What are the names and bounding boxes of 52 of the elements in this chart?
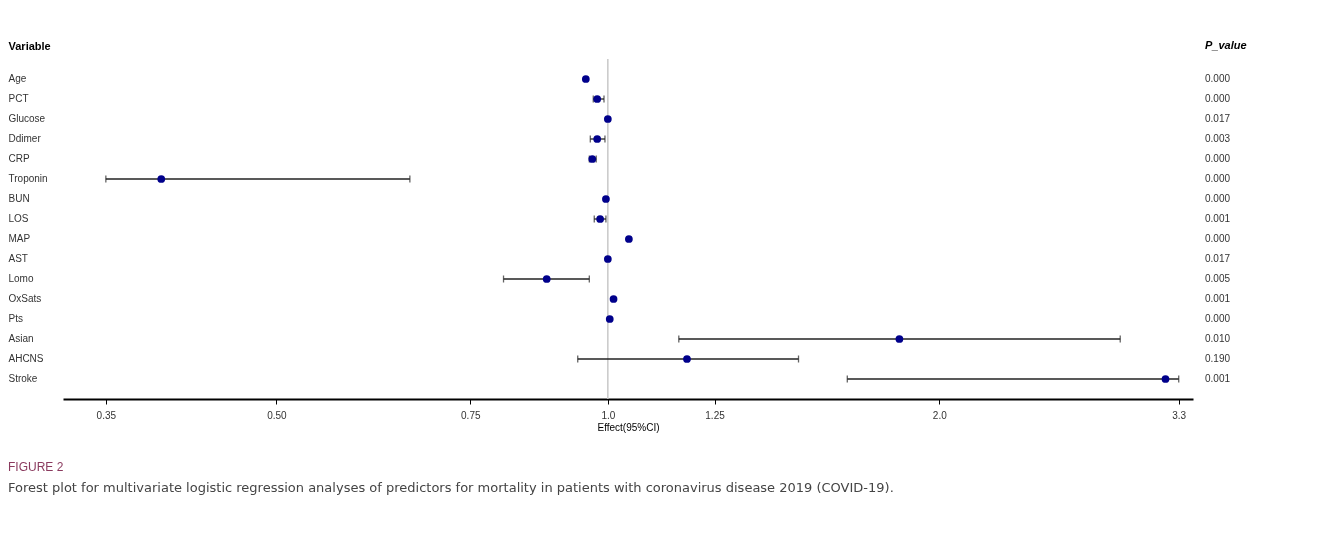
text: 0.001 (1205, 213, 1231, 224)
y-tick-label: OxSats (8, 293, 42, 304)
y-tick-label: BUN (8, 193, 30, 204)
point (603, 255, 612, 263)
point (625, 235, 633, 243)
text: 0.017 (1205, 113, 1231, 124)
y-tick-label: Pts (8, 313, 23, 324)
text: 0.000 (1205, 173, 1231, 184)
text: 0.017 (1205, 253, 1231, 264)
text: 0.000 (1205, 93, 1231, 104)
text: 0.003 (1205, 133, 1231, 144)
x-tick-label: 1.25 (705, 409, 726, 421)
text: 0.000 (1205, 153, 1231, 164)
point (609, 295, 618, 303)
text: FIGURE 2 (8, 460, 64, 474)
x-axis-title: Effect(95%CI) (597, 421, 660, 433)
text: 0.001 (1205, 373, 1231, 384)
y-tick-label: Lomo (8, 273, 34, 284)
point (602, 195, 610, 203)
text: 0.005 (1205, 273, 1231, 284)
y-tick-label: AST (8, 253, 28, 264)
text: 0.010 (1205, 333, 1231, 344)
text: 0.000 (1205, 193, 1231, 204)
x-tick-label: 0.50 (267, 409, 288, 421)
text: 0.000 (1205, 313, 1231, 324)
x-tick-label: 1.0 (601, 409, 616, 421)
y-tick-label: Ddimer (8, 133, 42, 144)
y-tick-label: PCT (8, 93, 29, 104)
y-axis-title: Variable (8, 39, 51, 52)
text: Forest plot for multivariate logistic regression analyses of predictors for mortality in patients with coronavirus disease 2019 (COVID-19). (8, 480, 894, 495)
y-tick-label: AHCNS (8, 353, 44, 364)
text: 0.190 (1205, 353, 1231, 364)
x-tick-label: 0.75 (461, 409, 481, 421)
point (581, 75, 590, 83)
x-tick-label: 3.3 (1172, 409, 1187, 421)
text: 0.000 (1205, 73, 1231, 84)
x-tick-label: 2.0 (932, 409, 948, 421)
y-tick-label: MAP (8, 233, 31, 244)
y-tick-label: LOS (8, 213, 29, 224)
y2-axis-title: P_value (1205, 39, 1247, 51)
point (605, 315, 614, 323)
y-tick-label: Glucose (8, 113, 46, 124)
x-tick-label: 0.35 (96, 409, 117, 421)
text: 0.000 (1205, 233, 1231, 244)
y-tick-label: Asian (8, 333, 34, 344)
y-tick-label: Stroke (8, 373, 38, 384)
y-tick-label: Age (8, 73, 27, 84)
y-tick-label: Troponin (8, 173, 48, 184)
point (603, 115, 612, 123)
point (593, 135, 602, 143)
text: 0.001 (1205, 293, 1231, 304)
y-tick-label: CRP (8, 153, 30, 164)
